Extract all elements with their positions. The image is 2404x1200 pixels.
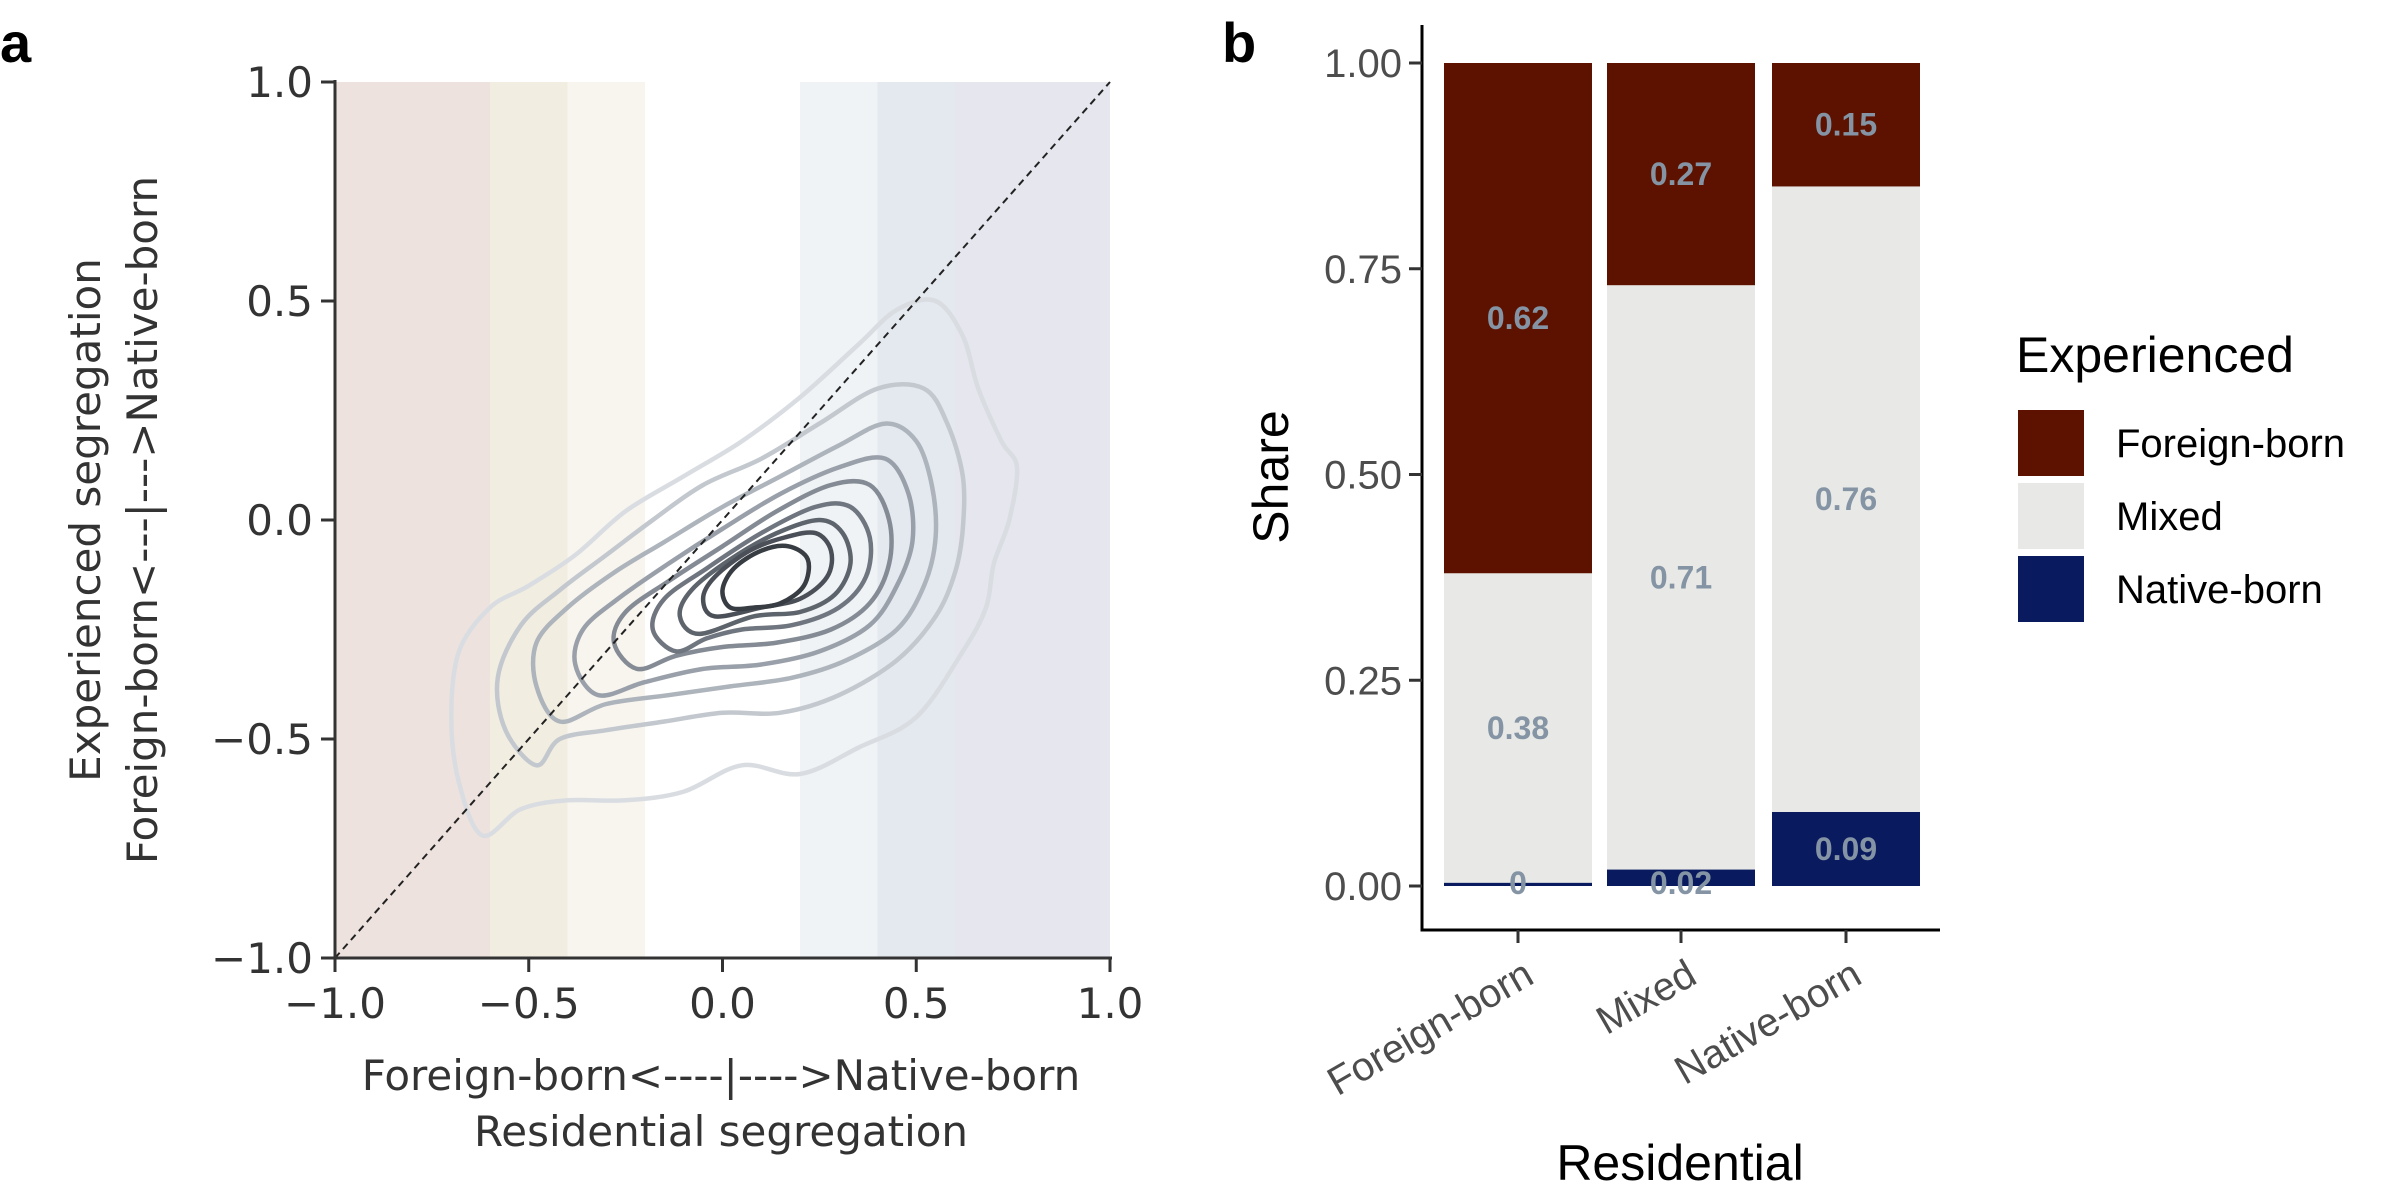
y-axis-ticks: −1.0 −0.5 0.0 0.5 1.0 [211,58,335,983]
identity-reference-line [334,81,1111,959]
background-band-2 [567,82,645,958]
y-tick-label: 0.25 [1324,659,1402,703]
legend-swatch-mixed [2018,483,2084,549]
y-axis-label-line1: Experienced segregation [61,258,110,782]
contour-level-4 [572,455,916,698]
background-band-0 [335,82,490,958]
y-tick-label: −1.0 [211,934,313,983]
legend-swatch-native-born [2018,556,2084,622]
contour-level-3 [530,421,939,725]
bar-native-born-mixed [1772,186,1920,812]
background-band-6 [955,82,1110,958]
panel-b-stacked-bar-chart: 00.380.620.020.710.270.090.760.15 0.000.… [1243,25,2345,1191]
background-band-1 [490,82,568,958]
bar-value-label: 0 [1509,865,1527,901]
density-contours [449,297,1020,838]
x-tick-label: 0.0 [689,979,756,1028]
legend: Experienced Foreign-born Mixed Native-born [2016,327,2345,622]
y-axis-ticks: 0.00 0.25 0.50 0.75 1.00 [1324,42,1422,909]
y-tick-label: 0.00 [1324,865,1402,909]
bar-value-label: 0.27 [1650,156,1712,192]
bar-native-born-foreign-born [1772,63,1920,187]
x-tick-label-mixed: Mixed [1589,952,1703,1043]
contour-level-2 [494,382,967,768]
legend-title: Experienced [2016,327,2294,383]
x-tick-label-native-born: Native-born [1667,952,1868,1093]
bar-foreign-born-mixed [1444,573,1592,883]
contour-level-7 [677,517,853,637]
bar-value-label: 0.62 [1487,300,1549,336]
x-axis-label-line2: Residential segregation [474,1107,968,1156]
panel-letter-b: b [1222,11,1256,74]
bar-value-label: 0.09 [1815,831,1877,867]
bar-mixed-native-born [1607,869,1755,886]
contour-level-9 [720,543,812,612]
contour-level-1 [449,297,1020,838]
x-tick-label: 0.5 [883,979,950,1028]
y-tick-label: 0.50 [1324,454,1402,498]
bar-value-label: 0.71 [1650,559,1712,595]
contour-level-5 [611,478,894,672]
bars [1444,63,1920,886]
legend-label-mixed: Mixed [2116,495,2223,539]
bar-native-born-native-born [1772,811,1920,886]
y-tick-label: −0.5 [211,715,313,764]
bar-value-label: 0.38 [1487,710,1549,746]
bar-mixed-foreign-born [1607,63,1755,286]
contour-level-6 [650,501,874,654]
x-tick-label: −1.0 [284,979,386,1028]
bar-value-labels: 0 0.38 0.62 0.02 0.71 0.27 0.09 0.76 0.15 [1487,107,1877,901]
x-axis-ticks: −1.0 −0.5 0.0 0.5 1.0 [284,958,1143,1028]
x-tick-label: 1.0 [1077,979,1144,1028]
legend-label-native-born: Native-born [2116,568,2323,612]
bar-mixed-mixed [1607,285,1755,870]
y-tick-label: 1.00 [1324,42,1402,86]
x-tick-label-foreign-born: Foreign-born [1320,952,1540,1105]
y-tick-label: 0.75 [1324,248,1402,292]
legend-swatch-foreign-born [2018,410,2084,476]
y-tick-label: 0.5 [246,277,313,326]
bar-value-label: 0.02 [1650,865,1712,901]
legend-label-foreign-born: Foreign-born [2116,422,2345,466]
x-tick-label: −0.5 [478,979,580,1028]
background-band-3 [645,82,800,958]
y-axis-label: Share [1243,410,1299,543]
x-axis-label: Residential [1556,1135,1803,1191]
y-tick-label: 0.0 [246,496,313,545]
panel-letter-a: a [0,11,32,74]
panel-a-contour-plot: −1.0 −0.5 0.0 0.5 1.0 −1.0 −0.5 0.0 0.5 1.0 Fore… [61,58,1143,1156]
bar-value-label: 0.76 [1815,481,1877,517]
x-axis-label-line1: Foreign-born<----|---->Native-born [362,1051,1081,1100]
bar-foreign-born-native-born [1444,882,1592,886]
bar-foreign-born-foreign-born [1444,63,1592,574]
y-axis-label-line2: Foreign-born<---|--->Native-born [118,176,167,864]
contour-level-8 [700,530,835,619]
y-tick-label: 1.0 [246,58,313,107]
bar-value-label: 0.15 [1815,107,1877,143]
